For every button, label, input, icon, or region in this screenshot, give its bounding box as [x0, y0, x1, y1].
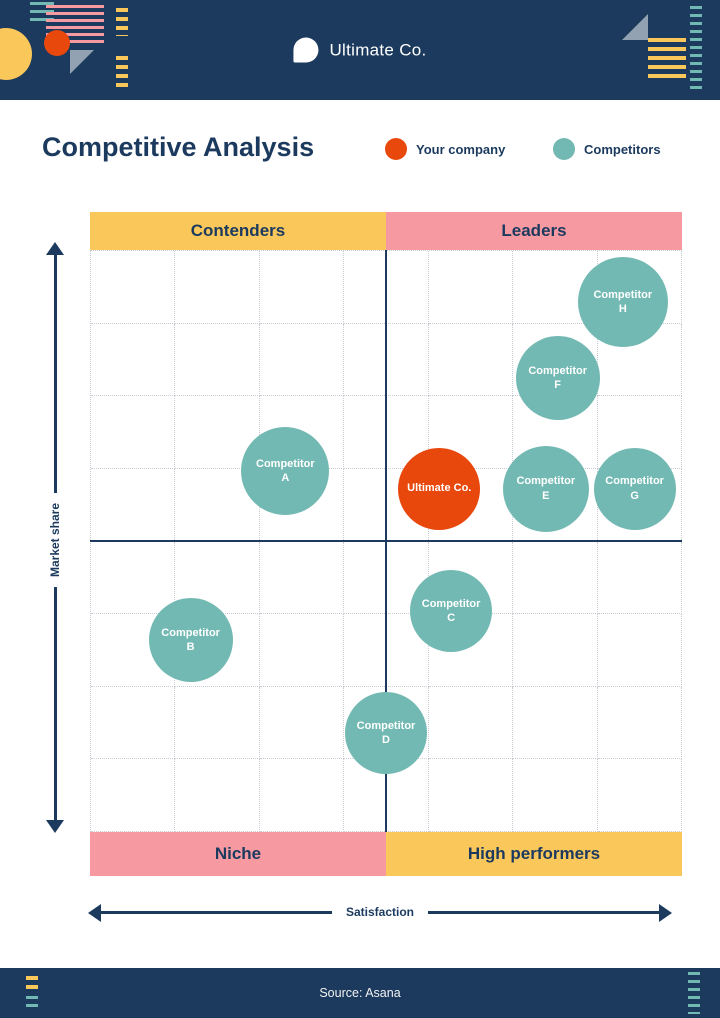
quadrant-divider-horizontal: [90, 540, 682, 542]
competitors-dot-icon: [553, 138, 575, 160]
source-text: Source: Asana: [319, 986, 401, 1000]
page-title: Competitive Analysis: [42, 132, 315, 162]
legend-label: Competitors: [584, 141, 661, 157]
bubble-competitor-h: Competitor H: [577, 257, 668, 348]
decorative-yellow-stripes-right-icon: [648, 38, 686, 82]
legend-label: Your company: [416, 141, 506, 157]
quadrant-label-high-performers: High performers: [467, 844, 601, 863]
decorative-gray-triangle-left-icon: [70, 50, 94, 74]
quadrant-band-top: Contenders Leaders: [90, 212, 682, 250]
arrow-left-icon: [88, 903, 101, 922]
brand-name: Ultimate Co.: [329, 40, 427, 59]
bubble-competitor-b: Competitor B: [148, 597, 233, 682]
quadrant-band-bottom: Niche High performers: [90, 832, 682, 876]
quadrant-label-leaders: Leaders: [501, 221, 567, 240]
x-axis-label: Satisfaction: [331, 903, 429, 921]
plot-area: Competitor H Competitor F Competitor A Ulti…: [90, 250, 682, 832]
quadrant-high-performers: High performers: [386, 832, 682, 876]
quadrant-label-contenders: Contenders: [190, 221, 286, 240]
bubble-competitor-e: Competitor E: [502, 445, 589, 532]
decorative-orange-circle-icon: [44, 30, 70, 56]
bubble-competitor-f: Competitor F: [515, 336, 600, 421]
decorative-yellow-dashes-bottom-icon: [116, 56, 128, 88]
your-company-dot-icon: [385, 138, 407, 160]
bubble-ultimate-co: Ultimate Co.: [398, 447, 481, 530]
brand: Ultimate Co.: [293, 37, 427, 63]
legend-your-company: Your company: [385, 138, 505, 160]
decorative-footer-right-teal-icon: [688, 972, 700, 1014]
header-bar: Ultimate Co.: [0, 0, 720, 100]
decorative-yellow-dashes-top-icon: [116, 8, 128, 36]
legend-competitors: Competitors: [553, 138, 661, 160]
bubble-competitor-d: Competitor D: [345, 692, 427, 775]
bubble-competitor-a: Competitor A: [241, 427, 330, 516]
arrow-down-icon: [46, 820, 64, 833]
decorative-gray-triangle-right-icon: [622, 14, 648, 40]
quadrant-niche: Niche: [90, 832, 386, 876]
decorative-footer-left-dashes-icon: [26, 976, 38, 992]
decorative-footer-left-teal-icon: [26, 996, 38, 1010]
quadrant-leaders: Leaders: [386, 212, 682, 250]
decorative-yellow-circle-icon: [0, 28, 32, 80]
quadrant-contenders: Contenders: [90, 212, 386, 250]
bubble-competitor-g: Competitor G: [593, 447, 676, 530]
y-axis-label: Market share: [46, 492, 64, 588]
bubble-competitor-c: Competitor C: [410, 569, 493, 652]
footer-bar: Source: Asana: [0, 968, 720, 1018]
arrow-up-icon: [46, 242, 64, 255]
quadrant-label-niche: Niche: [214, 844, 262, 863]
brand-logo-icon: [293, 37, 319, 63]
arrow-right-icon: [659, 903, 672, 922]
decorative-teal-dashes-right-icon: [690, 6, 702, 92]
